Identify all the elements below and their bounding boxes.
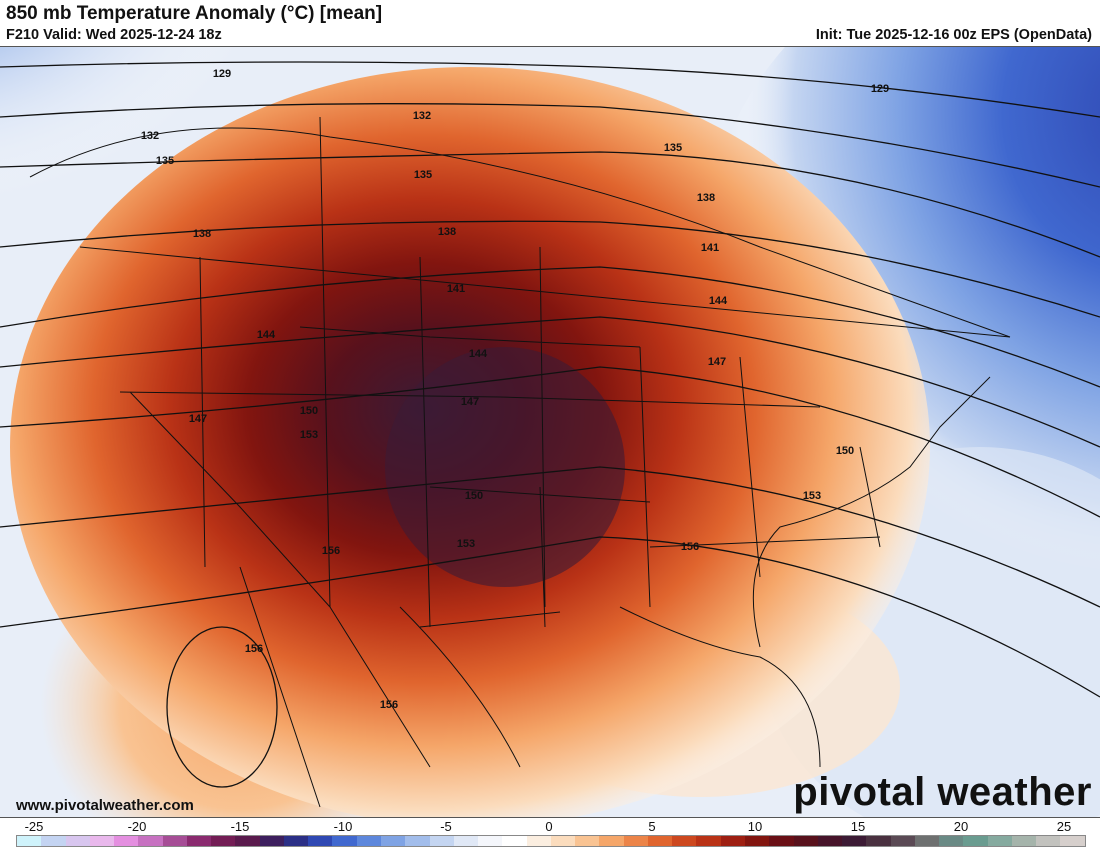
colorbar-swatch [138, 836, 163, 846]
contour-label: 132 [413, 110, 431, 122]
contour-label: 135 [664, 142, 682, 154]
colorbar-swatch [186, 836, 212, 846]
colorbar-swatch [380, 836, 406, 846]
contour-label: 144 [469, 348, 488, 360]
colorbar-swatch [259, 836, 284, 846]
colorbar-swatch [647, 836, 673, 846]
init-time: Init: Tue 2025-12-16 00z EPS (OpenData) [815, 27, 1092, 43]
contour-label: 135 [414, 169, 432, 181]
colorbar-label: -10 [333, 819, 353, 834]
colorbar-swatch [842, 836, 867, 846]
anomaly-peak [385, 347, 625, 587]
colorbar-swatch [211, 836, 236, 846]
contour-label: 147 [189, 413, 207, 425]
colorbar-swatch [114, 836, 139, 846]
contour-label: 141 [447, 283, 465, 295]
colorbar-swatch [235, 836, 260, 846]
contour-label: 156 [380, 699, 398, 711]
contour-label: 138 [697, 192, 715, 204]
valid-time: F210 Valid: Wed 2025-12-24 18z [6, 27, 222, 43]
colorbar-swatch [1036, 836, 1061, 846]
colorbar-swatch [65, 836, 90, 846]
colorbar-swatch [162, 836, 187, 846]
map-canvas: 129 129 132 132 135 135 135 138 138 138 141 141 144 1… [0, 47, 1100, 817]
colorbar-swatch [502, 836, 527, 846]
colorbar-swatch [478, 836, 503, 846]
colorbar-swatch [793, 836, 818, 846]
colorbar-label: -25 [24, 819, 44, 834]
contour-label: 144 [709, 295, 728, 307]
colorbar-swatch [599, 836, 624, 846]
contour-label: 147 [708, 356, 726, 368]
contour-label: 141 [701, 242, 719, 254]
colorbar-swatch [332, 836, 357, 846]
contour-label: 144 [257, 329, 276, 341]
colorbar-swatch [939, 836, 964, 846]
colorbar-swatch [356, 836, 381, 846]
contour-label: 135 [156, 155, 174, 167]
colorbar-label: -20 [127, 819, 147, 834]
anomaly-map[interactable]: 129 129 132 132 135 135 135 138 138 138 141 141 144 1… [0, 46, 1100, 818]
colorbar-label: 25 [1056, 819, 1072, 834]
colorbar-label: 5 [648, 819, 656, 834]
colorbar-label: -5 [440, 819, 452, 834]
contour-label: 156 [245, 643, 263, 655]
colorbar-swatch [817, 836, 843, 846]
contour-label: 150 [836, 445, 854, 457]
colorbar-swatch [405, 836, 430, 846]
contour-label: 129 [213, 68, 231, 80]
map-header: 850 mb Temperature Anomaly (°C) [mean] F… [0, 0, 1100, 46]
colorbar-swatch [429, 836, 454, 846]
colorbar-label: 15 [850, 819, 866, 834]
colorbar-swatch [623, 836, 648, 846]
colorbar-swatch [769, 836, 794, 846]
colorbar-swatch [1011, 836, 1037, 846]
contour-label: 156 [681, 541, 699, 553]
contour-label: 156 [322, 545, 340, 557]
colorbar-label: 10 [747, 819, 763, 834]
colorbar-swatch [89, 836, 115, 846]
colorbar-swatch [17, 836, 42, 846]
height-contours [0, 61, 1100, 788]
colorbar-swatch [550, 836, 576, 846]
contour-label: 150 [465, 490, 483, 502]
colorbar-label: 20 [953, 819, 969, 834]
colorbar-swatch [41, 836, 66, 846]
colorbar: -25 -20 -15 -10 -5 0 5 10 15 20 25 [0, 818, 1100, 850]
colorbar-swatch [720, 836, 745, 846]
map-title: 850 mb Temperature Anomaly (°C) [mean] [6, 3, 383, 24]
colorbar-label: -15 [230, 819, 250, 834]
colorbar-swatch [283, 836, 309, 846]
colorbar-swatch [575, 836, 600, 846]
contour-label: 132 [141, 130, 159, 142]
colorbar-swatch [744, 836, 770, 846]
contour-label: 147 [461, 396, 479, 408]
state-borders [29, 116, 1011, 808]
colorbar-swatch [987, 836, 1012, 846]
contour-label: 138 [193, 228, 211, 240]
contour-label: 129 [871, 83, 889, 95]
colorbar-swatch [1060, 836, 1085, 846]
colorbar-swatch [914, 836, 940, 846]
colorbar-swatch [526, 836, 551, 846]
brand-logo: pivotal weather [793, 770, 1092, 814]
colorbar-swatch [963, 836, 988, 846]
colorbar-swatch [890, 836, 915, 846]
contour-label: 138 [438, 226, 456, 238]
colorbar-swatch [696, 836, 721, 846]
colorbar-label: 0 [545, 819, 553, 834]
colorbar-swatch [453, 836, 479, 846]
colorbar-swatches [16, 835, 1086, 847]
contour-label: 153 [457, 538, 475, 550]
website-link[interactable]: www.pivotalweather.com [16, 797, 194, 814]
contour-label: 153 [300, 429, 318, 441]
contour-label: 150 [300, 405, 318, 417]
colorbar-swatch [866, 836, 891, 846]
colorbar-swatch [308, 836, 333, 846]
contour-label: 153 [803, 490, 821, 502]
colorbar-swatch [672, 836, 697, 846]
